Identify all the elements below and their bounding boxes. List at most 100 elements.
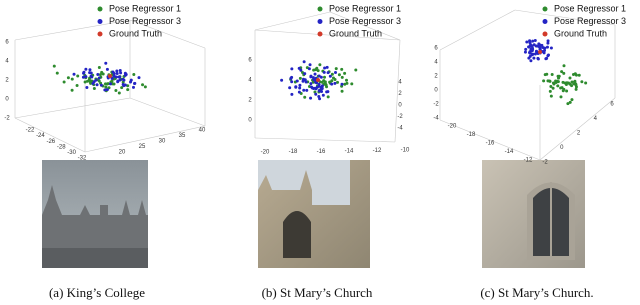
point	[320, 87, 324, 91]
point	[330, 72, 334, 76]
point	[549, 94, 553, 98]
tick-label: 2	[398, 91, 402, 97]
axis-box	[514, 9, 616, 26]
point	[104, 85, 108, 89]
point	[528, 39, 532, 43]
point	[546, 39, 550, 43]
point	[577, 73, 581, 77]
point	[343, 71, 347, 75]
legend-label: Pose Regressor 1	[554, 3, 626, 13]
caption: (c) St Mary’s Church.	[480, 285, 593, 300]
point	[574, 82, 578, 86]
photo-wall	[42, 248, 148, 268]
tick-label: -20	[448, 124, 457, 130]
tick-label: 4	[434, 60, 438, 66]
tick-label: -2	[542, 160, 548, 166]
tick-label: 6	[434, 46, 438, 52]
point	[345, 78, 349, 82]
axis-box	[14, 19, 131, 41]
point	[295, 79, 299, 83]
caption: (a) King’s College	[49, 285, 145, 300]
point	[298, 86, 302, 90]
legend-marker	[542, 6, 548, 12]
tick-label: -18	[289, 149, 298, 155]
point	[532, 43, 536, 47]
point	[322, 79, 326, 83]
tick-label: 2	[434, 74, 438, 80]
point	[580, 80, 584, 84]
point	[88, 71, 92, 75]
point	[326, 95, 330, 99]
point	[81, 75, 85, 79]
point	[533, 52, 537, 56]
point	[302, 60, 306, 64]
photo	[258, 160, 370, 268]
point	[560, 70, 564, 74]
point	[112, 82, 116, 86]
point	[303, 72, 307, 76]
point	[567, 81, 571, 85]
point	[330, 79, 334, 83]
tick-label: 2	[248, 98, 252, 104]
point	[290, 92, 294, 96]
point	[305, 88, 309, 92]
point	[310, 86, 314, 90]
point	[524, 47, 528, 51]
point	[288, 86, 292, 90]
point	[328, 74, 332, 78]
tick-label: -28	[57, 144, 66, 150]
tick-label: 4	[5, 59, 9, 65]
point	[325, 85, 329, 89]
tick-label: 0	[434, 88, 438, 94]
point	[126, 84, 130, 88]
point	[548, 89, 552, 93]
axis-box	[84, 125, 206, 153]
point	[556, 84, 560, 88]
axis-box	[539, 97, 616, 161]
point	[114, 88, 118, 92]
point	[129, 78, 133, 82]
point	[562, 71, 566, 75]
point	[314, 92, 318, 96]
point	[542, 51, 546, 55]
point	[118, 68, 122, 72]
point	[326, 90, 330, 94]
point	[112, 74, 116, 78]
point	[541, 46, 545, 50]
caption: (b) St Mary’s Church	[262, 285, 373, 300]
axis-box	[129, 19, 206, 49]
point	[302, 88, 306, 92]
point	[115, 69, 119, 73]
tick-label: -14	[345, 148, 354, 154]
point	[116, 80, 120, 84]
point	[110, 79, 114, 83]
point	[570, 80, 574, 84]
point	[309, 96, 313, 100]
point	[52, 64, 56, 68]
tick-label: 2	[5, 78, 9, 84]
legend-marker	[542, 31, 548, 37]
axis-box	[254, 137, 396, 143]
point	[550, 72, 554, 76]
point	[103, 82, 107, 86]
point	[75, 83, 79, 87]
point	[76, 74, 80, 78]
point	[141, 83, 145, 87]
point	[325, 65, 329, 69]
point	[546, 41, 550, 45]
point	[290, 75, 294, 79]
point	[528, 51, 532, 55]
point	[297, 90, 301, 94]
point	[317, 74, 321, 78]
point	[131, 85, 135, 89]
point	[297, 66, 301, 70]
point	[340, 75, 344, 79]
point	[84, 67, 88, 71]
legend-marker	[317, 6, 323, 12]
point	[104, 61, 108, 65]
point	[70, 88, 74, 92]
tick-label: 30	[159, 139, 166, 145]
legend-marker	[542, 19, 548, 24]
point	[533, 38, 537, 42]
point	[549, 84, 553, 88]
